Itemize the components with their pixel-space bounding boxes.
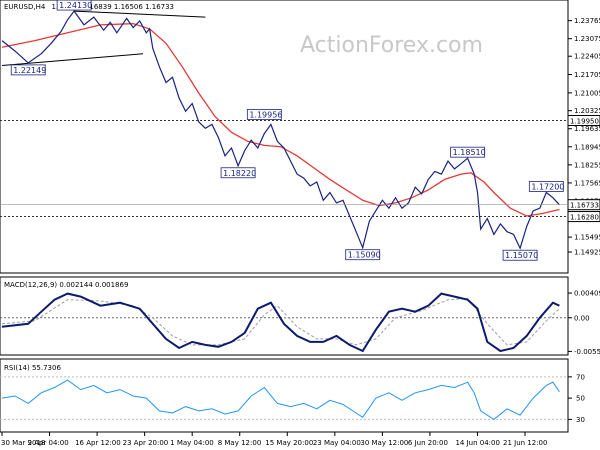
rsi-line bbox=[1, 379, 560, 421]
price-tick-label: 1.22405 bbox=[574, 53, 600, 61]
ohlc-values: 1.16727 1.16839 1.16506 1.16733 bbox=[52, 3, 174, 11]
price-line bbox=[1, 10, 560, 250]
x-tick-label: 1 May 04:00 bbox=[170, 439, 214, 447]
price-tick-label: 1.15495 bbox=[574, 234, 600, 242]
macd-line bbox=[1, 292, 560, 353]
price-tick-label: 1.20325 bbox=[574, 107, 600, 115]
x-tick-label: 9 Apr 04:00 bbox=[28, 439, 69, 447]
macd-tick-label: 0.004094 bbox=[574, 290, 600, 298]
annotation-label: 1.15070 bbox=[505, 251, 538, 260]
x-tick-label: 30 Mar 2018 bbox=[1, 439, 45, 447]
price-tick-label: 1.23075 bbox=[574, 35, 600, 43]
x-tick-label: 23 Apr 20:00 bbox=[123, 439, 169, 447]
rsi-title: RSI(14) 55.7306 bbox=[4, 364, 61, 372]
price-tick-label: 1.14925 bbox=[574, 249, 600, 257]
annotation-label: 1.22149 bbox=[13, 66, 46, 75]
current-price-label: 1.16733 bbox=[570, 202, 599, 210]
rsi-tick-label: 70 bbox=[576, 373, 585, 381]
annotation-label: 1.18220 bbox=[223, 169, 256, 178]
price-tick-label: 1.18255 bbox=[574, 161, 600, 169]
watermark: ActionForex.com bbox=[300, 33, 483, 58]
macd-title: MACD(12,26,9) 0.002144 0.001869 bbox=[4, 281, 128, 289]
annotation-box bbox=[345, 249, 381, 261]
price-tick-label: 1.23765 bbox=[574, 17, 600, 25]
macd-tick-label: 0.00 bbox=[574, 314, 590, 322]
price-tick-label: 1.17565 bbox=[574, 179, 600, 187]
annotation-label: 1.18510 bbox=[453, 148, 486, 157]
x-tick-label: 23 May 04:00 bbox=[313, 439, 361, 447]
annotation-box bbox=[56, 0, 92, 11]
level-box bbox=[567, 211, 600, 223]
x-tick-label: 8 May 12:00 bbox=[218, 439, 262, 447]
level-label: 1.16280 bbox=[570, 214, 599, 222]
support-resistance-lines: 1.19950 1.16280 bbox=[0, 114, 600, 223]
macd-tick-label: -0.005568 bbox=[574, 348, 600, 356]
rsi-tick-label: 50 bbox=[576, 395, 585, 403]
rsi-y-axis: 70 50 30 bbox=[0, 373, 585, 424]
price-tick-label: 1.19635 bbox=[574, 125, 600, 133]
macd-panel: MACD(12,26,9) 0.002144 0.001869 0.004094… bbox=[0, 276, 600, 356]
level-label: 1.19950 bbox=[570, 117, 599, 125]
x-tick-label: 14 Jun 04:00 bbox=[455, 439, 499, 447]
price-tick-label: 1.21705 bbox=[574, 71, 600, 79]
trend-lines bbox=[1, 10, 206, 67]
macd-y-axis: 0.004094 0.00 -0.005568 bbox=[0, 290, 600, 356]
annotation-box bbox=[502, 249, 538, 261]
annotation-box bbox=[220, 167, 256, 179]
resistance-trendline bbox=[74, 10, 206, 18]
annotation-label: 1.24130 bbox=[59, 1, 92, 10]
annotation-label: 1.15090 bbox=[348, 251, 381, 260]
annotation-box bbox=[246, 109, 282, 120]
symbol-label: EURUSD,H4 1.16727 1.16839 1.16506 1.1673… bbox=[4, 3, 174, 11]
price-tick-label: 1.18945 bbox=[574, 143, 600, 151]
current-price-marker: 1.16733 bbox=[0, 199, 600, 211]
price-panel: ActionForex.com EURUSD,H4 1.16727 1.1683… bbox=[0, 0, 600, 274]
annotation-box bbox=[450, 146, 486, 158]
price-tick-label: 1.21005 bbox=[574, 89, 600, 97]
annotation-label: 1.17200 bbox=[531, 182, 564, 191]
x-tick-label: 21 Jun 12:00 bbox=[503, 439, 547, 447]
annotation-box bbox=[10, 64, 46, 76]
x-tick-label: 30 May 12:00 bbox=[360, 439, 408, 447]
x-tick-label: 15 May 20:00 bbox=[265, 439, 313, 447]
x-tick-label: 16 Apr 12:00 bbox=[75, 439, 121, 447]
symbol: EURUSD,H4 bbox=[4, 3, 46, 11]
price-annotations: 1.24130 1.22149 1.19956 1.18220 1.18510 1.172… bbox=[10, 0, 564, 261]
moving-average-line bbox=[1, 22, 560, 217]
rsi-tick-label: 30 bbox=[576, 416, 585, 424]
x-tick-label: 6 Jun 20:00 bbox=[408, 439, 448, 447]
annotation-box bbox=[528, 181, 564, 192]
level-box bbox=[567, 114, 600, 126]
support-trendline bbox=[1, 53, 144, 67]
annotation-label: 1.19956 bbox=[249, 110, 282, 119]
rsi-panel: RSI(14) 55.7306 70 50 30 bbox=[0, 358, 585, 433]
